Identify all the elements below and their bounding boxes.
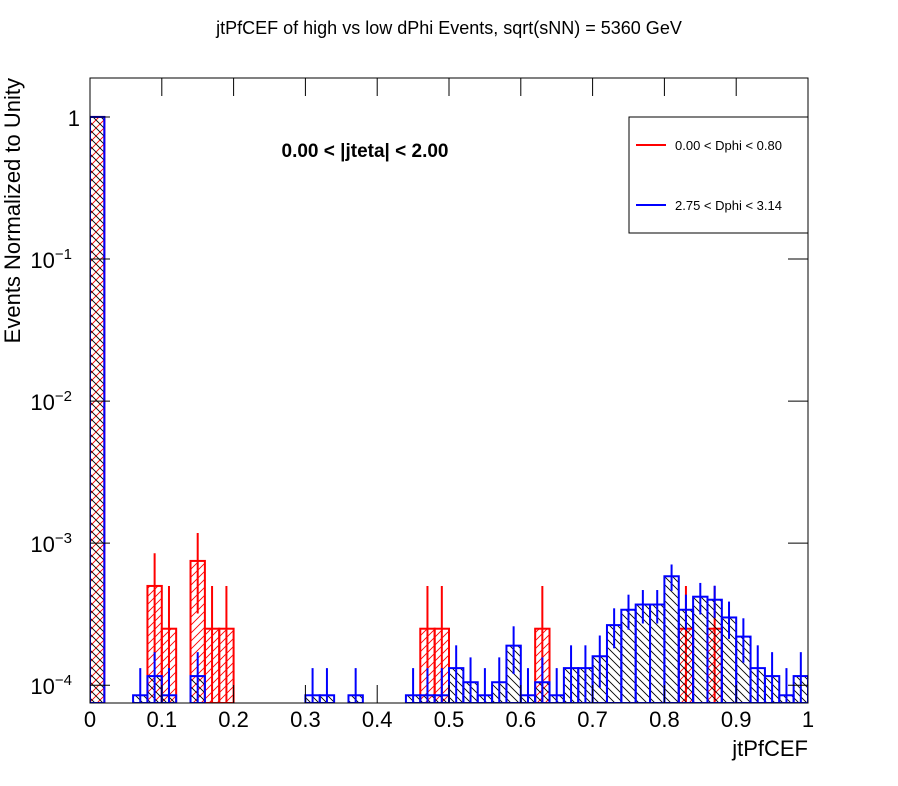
y-tick-label: 1 bbox=[68, 106, 80, 131]
y-axis-label: Events Normalized to Unity bbox=[0, 78, 25, 343]
y-tick-exponent: −3 bbox=[55, 530, 72, 547]
x-tick-label: 0.9 bbox=[721, 707, 752, 732]
y-tick-label: 10−1 bbox=[30, 246, 72, 273]
x-tick-label: 0.1 bbox=[147, 707, 178, 732]
x-tick-label: 0.2 bbox=[218, 707, 249, 732]
y-tick-exponent: −2 bbox=[55, 388, 72, 405]
bar bbox=[90, 115, 106, 703]
legend-label: 0.00 < Dphi < 0.80 bbox=[675, 138, 782, 153]
x-tick-label: 0 bbox=[84, 707, 96, 732]
x-tick-label: 0.7 bbox=[577, 707, 608, 732]
x-tick-label: 0.8 bbox=[649, 707, 680, 732]
x-tick-label: 0.4 bbox=[362, 707, 393, 732]
y-tick-base: 10 bbox=[30, 674, 54, 699]
y-tick-exponent: −1 bbox=[55, 246, 72, 263]
y-tick-exponent: −4 bbox=[55, 672, 72, 689]
x-tick-label: 0.3 bbox=[290, 707, 321, 732]
y-tick-base: 10 bbox=[30, 248, 54, 273]
x-tick-label: 0.5 bbox=[434, 707, 465, 732]
x-tick-label: 0.6 bbox=[506, 707, 537, 732]
legend-label: 2.75 < Dphi < 3.14 bbox=[675, 198, 782, 213]
x-tick-label: 1 bbox=[802, 707, 814, 732]
y-tick-label: 10−2 bbox=[30, 388, 72, 415]
y-tick-label: 10−4 bbox=[30, 672, 72, 699]
chart-title: jtPfCEF of high vs low dPhi Events, sqrt… bbox=[215, 18, 682, 38]
y-tick-base: 10 bbox=[30, 532, 54, 557]
y-tick-base: 10 bbox=[30, 390, 54, 415]
legend bbox=[628, 116, 809, 234]
bar bbox=[663, 575, 680, 703]
annotation: 0.00 < |jteta| < 2.00 bbox=[282, 141, 449, 162]
y-tick-label: 10−3 bbox=[30, 530, 72, 557]
x-axis-label: jtPfCEF bbox=[731, 736, 808, 761]
